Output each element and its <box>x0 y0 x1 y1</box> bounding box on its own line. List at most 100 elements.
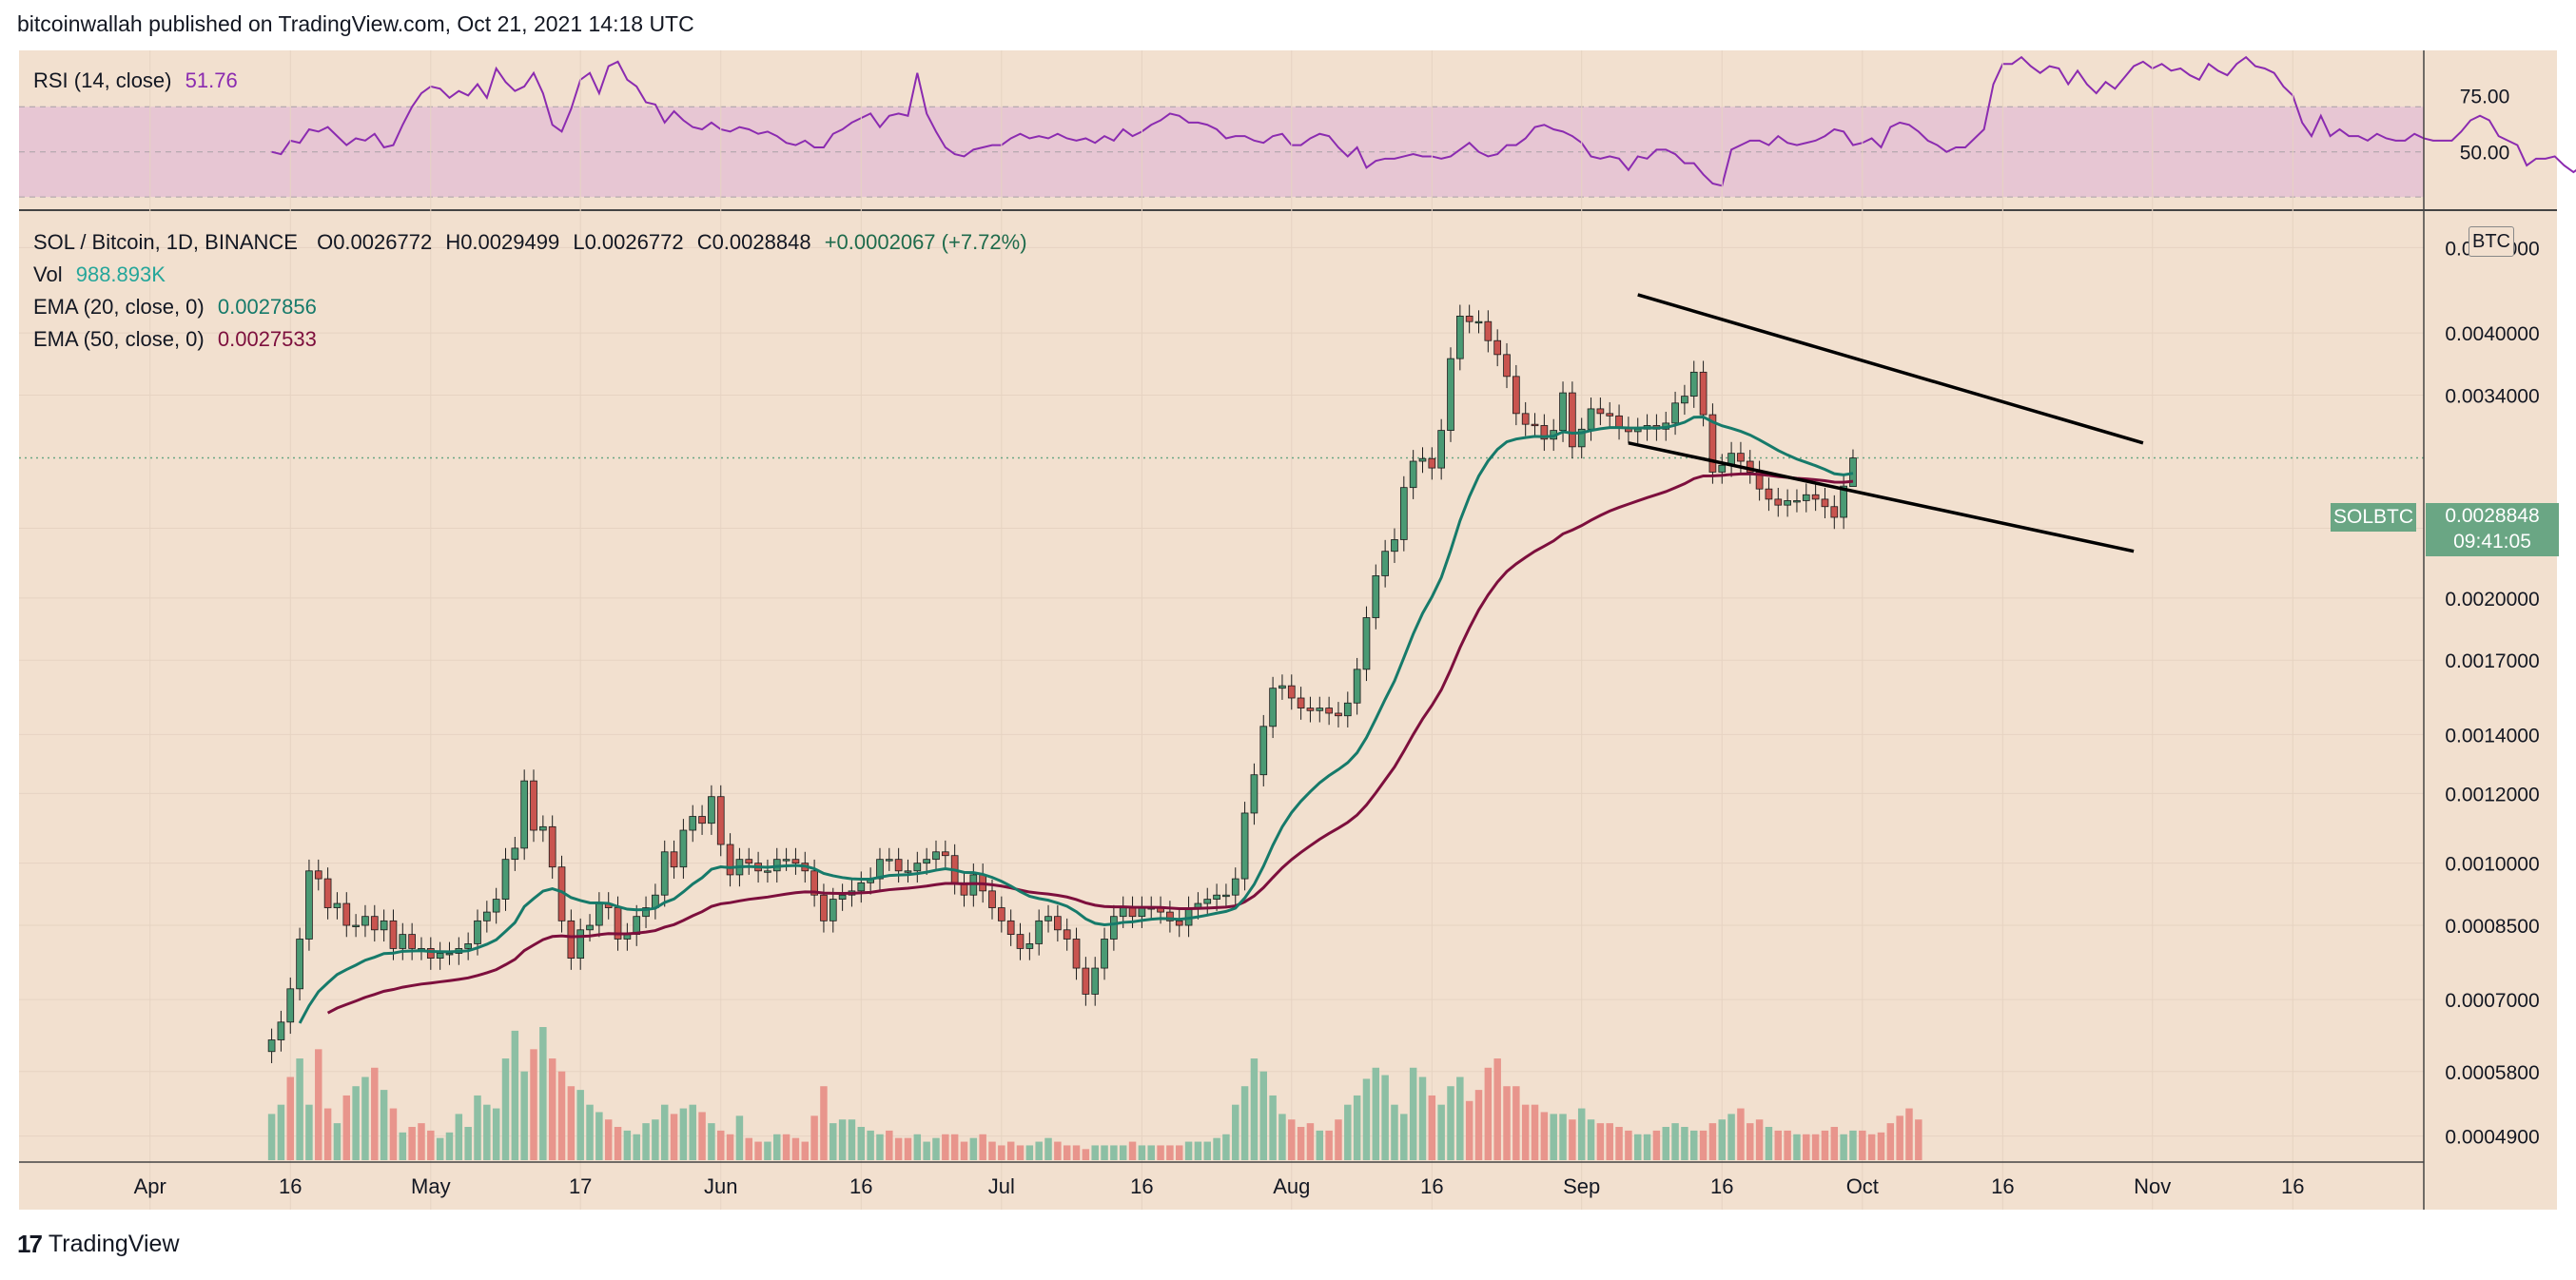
candle-body <box>1231 878 1239 896</box>
volume-bar <box>567 1086 576 1160</box>
candle-body <box>586 924 594 931</box>
volume-bar <box>389 1108 398 1160</box>
symbol-legend[interactable]: SOL / Bitcoin, 1D, BINANCE O0.0026772 H0… <box>33 230 1027 255</box>
ema50-line <box>326 472 1854 1015</box>
volume-bar <box>1119 1145 1127 1160</box>
volume-bar <box>557 1071 566 1160</box>
volume-bar <box>305 1104 313 1160</box>
price-axis-tick-label: 0.0008500 <box>2445 916 2539 938</box>
volume-bar <box>614 1127 622 1160</box>
volume-bar <box>979 1134 986 1160</box>
candle-body <box>1072 939 1081 969</box>
volume-bar <box>548 1058 556 1160</box>
currency-badge[interactable]: BTC <box>2469 226 2514 257</box>
volume-bar <box>1821 1130 1829 1160</box>
candle-body <box>389 920 398 949</box>
candle-body <box>1830 506 1839 518</box>
candle-body <box>745 859 753 864</box>
candle-body <box>1821 498 1829 508</box>
volume-bar <box>1437 1104 1445 1160</box>
candle-body <box>660 851 669 896</box>
volume-bar <box>492 1108 500 1160</box>
candle-body <box>1269 688 1277 727</box>
volume-bar <box>1138 1145 1146 1160</box>
volume-bar <box>501 1058 510 1160</box>
volume-bar <box>455 1114 463 1160</box>
price-axis-tick-label: 0.0020000 <box>2445 589 2539 611</box>
volume-bar <box>1859 1130 1866 1160</box>
candle-body <box>277 1021 285 1040</box>
volume-bar <box>1569 1119 1576 1160</box>
candle-body <box>305 870 313 940</box>
candle-body <box>810 870 818 896</box>
volume-bar <box>923 1141 930 1160</box>
volume-bar <box>623 1130 632 1160</box>
candle-body <box>1840 485 1847 518</box>
volume-bar <box>1915 1119 1922 1160</box>
candle-body <box>885 859 893 862</box>
volume-bar <box>1269 1095 1277 1160</box>
candle-body <box>1335 712 1342 717</box>
time-axis-tick-label: Jun <box>704 1174 737 1198</box>
volume-bar <box>1811 1134 1820 1160</box>
volume-bar <box>773 1134 781 1160</box>
tradingview-footer[interactable]: 17 TradingView <box>17 1230 180 1259</box>
candle-body <box>296 939 303 990</box>
close-value: C0.0028848 <box>696 230 811 254</box>
volume-bar <box>745 1137 752 1160</box>
volume-bar <box>782 1134 790 1160</box>
candle-body <box>1259 726 1268 776</box>
time-axis-tick-label: Nov <box>2134 1174 2171 1198</box>
time-axis-tick-label: May <box>411 1174 451 1198</box>
volume-label: Vol <box>33 262 63 286</box>
volume-value: 988.893K <box>75 262 166 286</box>
candle-body <box>1054 916 1062 931</box>
candle-body <box>1774 498 1783 506</box>
publisher-header: bitcoinwallah published on TradingView.c… <box>17 11 694 36</box>
volume-bar <box>1877 1132 1885 1160</box>
ema50-legend: EMA (50, close, 0) 0.0027533 <box>33 327 317 352</box>
candle-body <box>1119 907 1127 918</box>
plot-background <box>19 50 2424 1210</box>
volume-bar <box>652 1119 659 1160</box>
candle-body <box>464 943 472 949</box>
volume-bar <box>726 1134 734 1160</box>
volume-bar <box>586 1104 594 1160</box>
candle-body <box>1343 702 1352 717</box>
candle-body <box>1793 500 1801 503</box>
volume-bar <box>1400 1114 1408 1160</box>
candle-body <box>1110 916 1118 940</box>
volume-bar <box>998 1145 1005 1160</box>
candle-body <box>1737 453 1745 462</box>
volume-bar <box>1587 1119 1595 1160</box>
candle-body <box>988 890 996 908</box>
candle-body <box>1222 894 1230 898</box>
volume-bar <box>1737 1108 1745 1160</box>
candle-body <box>1596 408 1605 415</box>
candle-body <box>520 780 529 849</box>
volume-bar <box>1101 1145 1108 1160</box>
volume-bar <box>1681 1127 1688 1160</box>
candle-body <box>857 882 866 892</box>
candle-body <box>829 899 837 921</box>
candle-body <box>501 859 510 901</box>
volume-bar <box>1288 1119 1296 1160</box>
candle-body <box>436 953 444 960</box>
price-axis-background <box>2424 50 2557 1210</box>
candle-body <box>1091 967 1100 995</box>
volume-bar <box>886 1130 893 1160</box>
candle-body <box>791 859 800 864</box>
volume-bar <box>1784 1130 1791 1160</box>
volume-bar <box>1166 1145 1174 1160</box>
volume-bar <box>408 1127 416 1160</box>
ema20-value: 0.0027856 <box>217 295 317 319</box>
volume-bar <box>848 1119 856 1160</box>
candle-body <box>1316 708 1324 711</box>
volume-bar <box>1662 1127 1669 1160</box>
volume-bar <box>1278 1114 1286 1160</box>
candle-body <box>361 916 369 926</box>
price-axis-tick-label: 0.0017000 <box>2445 650 2539 672</box>
volume-bar <box>717 1130 725 1160</box>
volume-bar <box>1456 1076 1464 1160</box>
